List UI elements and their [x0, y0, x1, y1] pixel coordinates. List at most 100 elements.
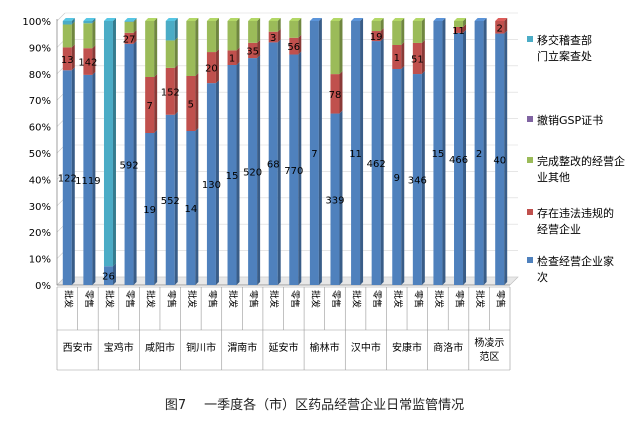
bar-top-inspected: [309, 18, 322, 21]
bar-side-inspected: [360, 18, 364, 285]
bar-type-label: 批发: [227, 290, 239, 308]
city-label: 榆林市: [310, 341, 340, 354]
bar-side-inspected: [442, 18, 446, 285]
data-label-inspected: 339: [325, 195, 344, 206]
bar-segment-inspected: [62, 70, 72, 285]
bar-side-rectified: [298, 18, 302, 38]
bar-top-inspected: [433, 18, 446, 21]
bar-side-violation: [174, 64, 178, 115]
data-label-violation: 19: [370, 32, 383, 43]
bar-side-inspected: [133, 40, 137, 285]
bar-segment-rectified: [330, 21, 340, 75]
y-tick-label: 60%: [29, 123, 51, 134]
bar-side-violation: [380, 28, 384, 42]
bar-top-transferred: [83, 18, 96, 21]
data-label-violation: 56: [287, 42, 300, 53]
bar-side-violation: [298, 34, 302, 55]
bar-top-rectified: [268, 18, 281, 21]
bar-segment-rectified: [206, 21, 216, 53]
data-label-inspected: 7: [311, 149, 317, 160]
bar-segment-inspected: [165, 114, 175, 285]
bar-side-inspected: [236, 62, 240, 285]
bar-segment-inspected: [145, 133, 155, 285]
y-tick-label: 100%: [22, 17, 51, 28]
legend-label-line2: 次: [537, 270, 548, 284]
bar-side-transferred: [71, 18, 75, 25]
data-label-violation: 1: [394, 53, 400, 64]
data-label-inspected: 520: [243, 168, 262, 179]
bar-segment-inspected: [83, 74, 93, 286]
data-label-violation: 35: [246, 46, 259, 57]
legend-swatch-revoked: [527, 116, 533, 122]
bar-side-inspected: [112, 263, 116, 285]
city-label: 汉中市: [351, 341, 381, 354]
legend-swatch-transferred: [527, 36, 533, 42]
data-label-violation: 3: [270, 33, 276, 44]
data-label-inspected: 68: [267, 160, 280, 171]
bar-side-rectified: [154, 18, 158, 77]
bar-segment-violation: [330, 74, 340, 114]
bar-segment-rectified: [165, 40, 175, 68]
bar-segment-violation: [62, 47, 72, 71]
bar-type-label: 批发: [309, 290, 321, 308]
bar-type-label: 批发: [268, 290, 280, 308]
city-label: 咸阳市: [145, 341, 175, 354]
bar-segment-violation: [83, 48, 93, 75]
bar-side-inspected: [463, 29, 467, 285]
bar-type-label: 批发: [186, 290, 198, 308]
bar-side-inspected: [277, 39, 281, 285]
bar-segment-rectified: [392, 21, 402, 45]
bar-segment-violation: [206, 52, 216, 84]
legend-label: 存在违法违规的: [537, 206, 614, 220]
bar-side-rectified: [174, 37, 178, 68]
legend-label: 撤销GSP证书: [537, 113, 603, 127]
y-tick-label: 80%: [29, 70, 51, 81]
data-label-violation: 7: [146, 101, 152, 112]
bar-top-transferred: [103, 18, 116, 21]
bar-side-rectified: [401, 18, 405, 45]
bar-type-label: 零售: [124, 290, 136, 308]
bar-top-rectified: [248, 18, 261, 21]
data-label-inspected: 1119: [75, 176, 100, 187]
bar-segment-inspected: [227, 65, 237, 285]
bar-top-violation: [495, 18, 508, 21]
bar-type-label: 批发: [351, 290, 363, 308]
city-label: 渭南市: [227, 341, 257, 354]
bar-side-inspected: [504, 30, 508, 286]
bar-top-rectified: [145, 18, 158, 21]
bar-side-rectified: [339, 18, 343, 75]
data-label-inspected: 592: [120, 160, 139, 171]
bar-segment-violation: [186, 76, 196, 131]
bar-type-label: 零售: [206, 290, 218, 308]
data-label-violation: 51: [411, 54, 424, 65]
bar-side-transferred: [174, 18, 178, 41]
data-label-violation: 1: [229, 54, 235, 65]
bar-side-inspected: [215, 80, 219, 285]
legend-swatch-rectified: [527, 157, 533, 163]
bar-side-inspected: [318, 18, 322, 285]
bar-segment-rectified: [268, 21, 278, 32]
bar-side-violation: [277, 28, 281, 43]
bar-segment-rectified: [186, 21, 196, 76]
bar-side-rectified: [463, 18, 467, 27]
bar-side-rectified: [71, 21, 75, 48]
y-tick-label: 70%: [29, 96, 51, 107]
bar-side-violation: [463, 23, 467, 33]
figure-caption: 图7 一季度各（市）区药品经营企业日常监管情况: [0, 394, 629, 413]
bar-side-rectified: [277, 18, 281, 32]
bar-segment-rectified: [227, 21, 237, 51]
bar-type-label: 零售: [412, 290, 424, 308]
bar-top-rectified: [454, 18, 467, 21]
bar-segment-inspected: [330, 113, 340, 285]
bar-side-violation: [257, 39, 261, 59]
bar-segment-transferred: [165, 21, 175, 41]
data-label-inspected: 26: [102, 272, 115, 283]
bar-segment-inspected: [454, 32, 464, 285]
figure-number: 图7: [164, 398, 187, 413]
bar-top-rectified: [392, 18, 405, 21]
data-label-inspected: 9: [394, 173, 400, 184]
data-label-inspected: 122: [58, 174, 77, 185]
bar-top-transferred: [62, 18, 75, 21]
bar-type-label: 批发: [433, 290, 445, 308]
